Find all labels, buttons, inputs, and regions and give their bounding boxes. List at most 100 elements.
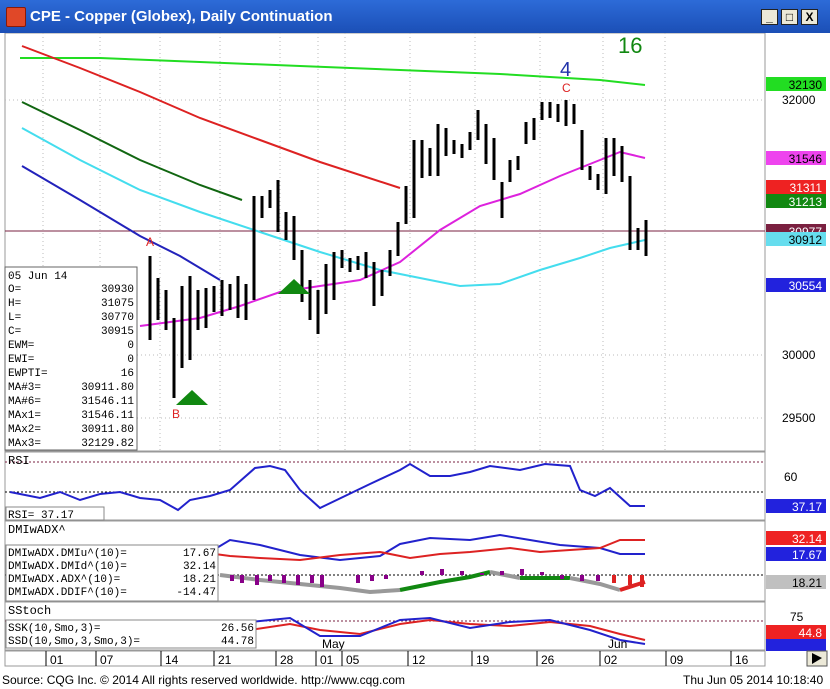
month-label-may: May [322, 637, 345, 651]
maximize-button[interactable]: □ [781, 9, 798, 25]
ma-green-light [20, 57, 646, 86]
rsi-panel-frame [4, 451, 766, 521]
ddif-bar [596, 575, 600, 581]
price-badge-label: 31213 [789, 195, 823, 209]
footer-source: Source: CQG Inc. © 2014 All rights reser… [2, 673, 405, 687]
ssk-line [209, 616, 646, 645]
price-panel[interactable]: 16 4 C A B 05 Jun 14O= 30930 H= 31075 L= 3077… [4, 33, 766, 452]
x-label: 07 [100, 653, 114, 667]
info-value: 0 [127, 340, 134, 352]
ddif-bar [612, 575, 616, 583]
info-label: MAx2= [8, 424, 41, 436]
wave-label-16: 16 [618, 33, 642, 58]
sstoch-badge [766, 625, 826, 639]
dmi-badge-label: 17.67 [792, 548, 822, 562]
rsi-tick-60: 60 [784, 470, 798, 484]
sstoch-badge-label: 44.8 [799, 626, 823, 640]
ddif-bar [480, 573, 484, 575]
info-label: EWPTI= [8, 368, 48, 380]
ddif-bar [255, 575, 259, 585]
info-label: MAx1= [8, 410, 41, 422]
price-badge [766, 278, 826, 292]
sstoch-panel[interactable]: SStoch SSK(10,Smo,3)= 26.56 SSD(10,Smo,3,S… [4, 601, 766, 651]
ddif-bar [230, 575, 234, 581]
dmi-plus-line [144, 533, 645, 566]
x-axis: 01 07 14 21 28 01 05 12 19 26 02 09 16 May Jun [4, 637, 766, 667]
dmi-badge-label: 32.14 [792, 532, 822, 546]
tick-29500: 29500 [782, 411, 816, 425]
rsi-badge [766, 499, 826, 513]
close-button[interactable]: X [801, 9, 818, 25]
price-badge-label: 32130 [789, 78, 823, 92]
ddif-bar [460, 571, 464, 575]
info-value: 0 [127, 354, 134, 366]
price-badge [766, 232, 826, 246]
tick-32000: 32000 [782, 93, 816, 107]
rsi-badge-label: 37.17 [792, 500, 822, 514]
dmi-row-value: 17.67 [183, 548, 216, 560]
sstoch-readout-box [5, 619, 257, 649]
ma-cyan [21, 127, 646, 288]
info-value: 30915 [101, 326, 134, 338]
rsi-readout: RSI= 37.17 [8, 510, 74, 522]
ddif-histogram [230, 569, 644, 587]
price-badge [766, 194, 826, 208]
price-axis-badges: 32130315463131131213309773091230554 [766, 77, 826, 293]
sstoch-row-value: 26.56 [221, 623, 254, 635]
x-label: 14 [165, 653, 179, 667]
rsi-badges: 37.17 [766, 499, 826, 514]
info-value: 30930 [101, 284, 134, 296]
sstoch-title: SStoch [8, 604, 51, 618]
info-value: 31546.11 [81, 396, 134, 408]
ssd-line [209, 618, 646, 647]
info-label: MAx3= [8, 438, 41, 450]
ddif-bar [580, 575, 584, 581]
ddif-bar [628, 575, 632, 585]
price-badge-label: 30912 [789, 233, 823, 247]
dmi-badge [766, 531, 826, 545]
info-value: 30911.80 [81, 382, 134, 394]
ddif-bar [520, 569, 524, 575]
dmi-row-label: DMIwADX.DDIF^(10)= [8, 587, 127, 599]
x-label: 09 [670, 653, 684, 667]
info-label: H= [8, 298, 21, 310]
rsi-title: RSI [8, 454, 30, 468]
ma-dark-green [21, 101, 243, 201]
signal-triangle-b [176, 390, 208, 405]
ma-blue [21, 165, 221, 281]
ddif-bar [420, 571, 424, 575]
x-label: 05 [346, 653, 360, 667]
window-titlebar[interactable]: CPE - Copper (Globex), Daily Continuatio… [0, 0, 830, 33]
price-badge-label: 31311 [790, 181, 823, 195]
x-label: 28 [280, 653, 294, 667]
price-badge-label: 30554 [789, 279, 823, 293]
wave-label-a: A [146, 235, 154, 249]
price-badge-label: 31546 [789, 152, 823, 166]
wave-label-4: 4 [560, 59, 571, 81]
minimize-button[interactable]: _ [761, 9, 778, 25]
ddif-bar [240, 575, 244, 583]
dmi-badge [766, 547, 826, 561]
info-value: 16 [121, 368, 134, 380]
info-value: 31075 [101, 298, 134, 310]
dmi-row-label: DMIwADX.DMIu^(10)= [8, 548, 127, 560]
rsi-panel[interactable]: RSI RSI= 37.17 [4, 451, 766, 522]
sstoch-row-label: SSK(10,Smo,3)= [8, 623, 100, 635]
price-axis-ticks: 32000 30000 29500 [782, 93, 816, 425]
dmi-badge-label: 18.21 [792, 576, 822, 590]
x-label: 01 [50, 653, 64, 667]
dmi-row-value: 18.21 [183, 574, 216, 586]
dmi-badge [766, 575, 826, 589]
dmi-row-label: DMIwADX.ADX^(10)= [8, 574, 120, 586]
dmi-row-value: 32.14 [183, 561, 216, 573]
ddif-bar [296, 575, 300, 585]
x-label: 16 [735, 653, 749, 667]
footer-timestamp: Thu Jun 05 2014 10:18:40 [683, 673, 823, 687]
info-label: MA#3= [8, 382, 41, 394]
ddif-bar [370, 575, 374, 581]
info-value: 31546.11 [81, 410, 134, 422]
dmi-panel[interactable]: DMIwADX^ DMIwADX.DMIu^(10)= 17.67 DMIwADX.… [4, 520, 766, 602]
app-icon [6, 7, 26, 27]
info-box: 05 Jun 14O= 30930 H= 31075 L= 30770 C= 30915 EWM… [4, 266, 138, 451]
